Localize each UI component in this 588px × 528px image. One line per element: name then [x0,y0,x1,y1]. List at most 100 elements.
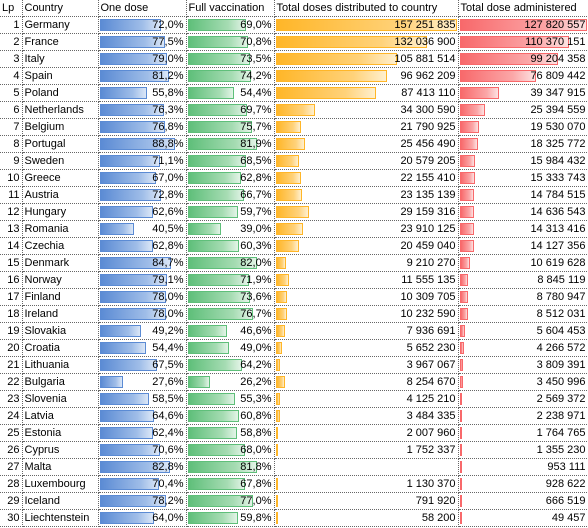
table-row[interactable]: 6 Netherlands 76,3% 69,7% 34 300 590 25 394 5… [0,101,588,119]
doses-distributed-cell[interactable]: 157 251 835 [274,16,459,34]
doses-administered-cell[interactable]: 15 333 743 [458,169,588,187]
one-dose-cell[interactable]: 79,0% [98,50,187,68]
country-cell[interactable]: Croatia [22,339,99,357]
header-country[interactable]: Country [22,0,99,17]
table-row[interactable]: 19 Slovakia 49,2% 46,6% 7 936 691 5 604 453 [0,322,588,340]
doses-distributed-cell[interactable]: 132 036 900 [274,33,459,51]
full-vaccination-cell[interactable]: 73,6% [186,288,275,306]
doses-administered-cell[interactable]: 49 457 [458,509,588,527]
full-vaccination-cell[interactable]: 82,0% [186,254,275,272]
full-vaccination-cell[interactable]: 77,0% [186,492,275,510]
full-vaccination-cell[interactable]: 55,3% [186,390,275,408]
doses-distributed-cell[interactable]: 10 232 590 [274,305,459,323]
table-row[interactable]: 5 Poland 55,8% 54,4% 87 413 110 39 347 915 [0,84,588,102]
doses-distributed-cell[interactable]: 23 135 139 [274,186,459,204]
doses-distributed-cell[interactable]: 20 579 205 [274,152,459,170]
one-dose-cell[interactable]: 78,0% [98,288,187,306]
table-row[interactable]: 11 Austria 72,8% 66,7% 23 135 139 14 784 515 [0,186,588,204]
full-vaccination-cell[interactable]: 64,2% [186,356,275,374]
doses-distributed-cell[interactable]: 791 920 [274,492,459,510]
doses-distributed-cell[interactable]: 1 130 370 [274,475,459,493]
full-vaccination-cell[interactable]: 54,4% [186,84,275,102]
full-vaccination-cell[interactable]: 60,3% [186,237,275,255]
country-cell[interactable]: Luxembourg [22,475,99,493]
doses-administered-cell[interactable]: 39 347 915 [458,84,588,102]
one-dose-cell[interactable]: 70,4% [98,475,187,493]
full-vaccination-cell[interactable]: 81,8% [186,458,275,476]
header-one-dose[interactable]: One dose [98,0,187,17]
row-number[interactable]: 18 [0,305,23,323]
row-number[interactable]: 21 [0,356,23,374]
one-dose-cell[interactable]: 84,7% [98,254,187,272]
doses-administered-cell[interactable]: 76 809 442 [458,67,588,85]
table-row[interactable]: 15 Denmark 84,7% 82,0% 9 210 270 10 619 628 [0,254,588,272]
doses-administered-cell[interactable]: 666 519 [458,492,588,510]
one-dose-cell[interactable]: 79,1% [98,271,187,289]
one-dose-cell[interactable]: 62,4% [98,424,187,442]
doses-distributed-cell[interactable]: 11 555 135 [274,271,459,289]
row-number[interactable]: 12 [0,203,23,221]
one-dose-cell[interactable]: 67,0% [98,169,187,187]
country-cell[interactable]: Slovenia [22,390,99,408]
doses-administered-cell[interactable]: 8 845 119 [458,271,588,289]
doses-administered-cell[interactable]: 2 569 372 [458,390,588,408]
table-row[interactable]: 9 Sweden 71,1% 68,5% 20 579 205 15 984 432 [0,152,588,170]
full-vaccination-cell[interactable]: 73,5% [186,50,275,68]
doses-distributed-cell[interactable]: 105 881 514 [274,50,459,68]
country-cell[interactable]: Romania [22,220,99,238]
doses-distributed-cell[interactable]: 22 155 410 [274,169,459,187]
doses-administered-cell[interactable]: 14 784 515 [458,186,588,204]
one-dose-cell[interactable]: 70,6% [98,441,187,459]
header-doses-distributed[interactable]: Total doses distributed to country [274,0,459,17]
full-vaccination-cell[interactable]: 69,7% [186,101,275,119]
one-dose-cell[interactable]: 27,6% [98,373,187,391]
country-cell[interactable]: Germany [22,16,99,34]
country-cell[interactable]: Iceland [22,492,99,510]
table-row[interactable]: 20 Croatia 54,4% 49,0% 5 652 230 4 266 572 [0,339,588,357]
table-row[interactable]: 16 Norway 79,1% 71,9% 11 555 135 8 845 119 [0,271,588,289]
full-vaccination-cell[interactable]: 68,5% [186,152,275,170]
doses-administered-cell[interactable]: 3 809 391 [458,356,588,374]
doses-administered-cell[interactable]: 18 325 772 [458,135,588,153]
one-dose-cell[interactable]: 67,5% [98,356,187,374]
table-row[interactable]: 3 Italy 79,0% 73,5% 105 881 514 99 204 358 [0,50,588,68]
row-number[interactable]: 28 [0,475,23,493]
table-row[interactable]: 13 Romania 40,5% 39,0% 23 910 125 14 313 416 [0,220,588,238]
country-cell[interactable]: Belgium [22,118,99,136]
full-vaccination-cell[interactable]: 67,8% [186,475,275,493]
full-vaccination-cell[interactable]: 70,8% [186,33,275,51]
row-number[interactable]: 17 [0,288,23,306]
doses-administered-cell[interactable]: 99 204 358 [458,50,588,68]
doses-administered-cell[interactable]: 1 764 765 [458,424,588,442]
doses-distributed-cell[interactable]: 4 125 210 [274,390,459,408]
country-cell[interactable]: Liechtenstein [22,509,99,527]
country-cell[interactable]: Spain [22,67,99,85]
doses-administered-cell[interactable]: 127 820 557 [458,16,588,34]
doses-distributed-cell[interactable]: 3 484 335 [274,407,459,425]
country-cell[interactable]: Italy [22,50,99,68]
row-number[interactable]: 20 [0,339,23,357]
table-row[interactable]: 24 Latvia 64,6% 60,8% 3 484 335 2 238 971 [0,407,588,425]
full-vaccination-cell[interactable]: 59,7% [186,203,275,221]
table-row[interactable]: 18 Ireland 78,0% 76,7% 10 232 590 8 512 031 [0,305,588,323]
full-vaccination-cell[interactable]: 39,0% [186,220,275,238]
full-vaccination-cell[interactable]: 74,2% [186,67,275,85]
full-vaccination-cell[interactable]: 62,8% [186,169,275,187]
doses-administered-cell[interactable]: 5 604 453 [458,322,588,340]
full-vaccination-cell[interactable]: 66,7% [186,186,275,204]
doses-administered-cell[interactable]: 3 450 996 [458,373,588,391]
one-dose-cell[interactable]: 58,5% [98,390,187,408]
one-dose-cell[interactable]: 82,8% [98,458,187,476]
full-vaccination-cell[interactable]: 60,8% [186,407,275,425]
country-cell[interactable]: Cyprus [22,441,99,459]
row-number[interactable]: 10 [0,169,23,187]
table-row[interactable]: 7 Belgium 76,8% 75,7% 21 790 925 19 530 070 [0,118,588,136]
doses-distributed-cell[interactable]: 3 967 067 [274,356,459,374]
doses-administered-cell[interactable]: 4 266 572 [458,339,588,357]
doses-distributed-cell[interactable]: 20 459 040 [274,237,459,255]
country-cell[interactable]: Austria [22,186,99,204]
row-number[interactable]: 30 [0,509,23,527]
doses-administered-cell[interactable]: 928 622 [458,475,588,493]
one-dose-cell[interactable]: 88,8% [98,135,187,153]
country-cell[interactable]: France [22,33,99,51]
